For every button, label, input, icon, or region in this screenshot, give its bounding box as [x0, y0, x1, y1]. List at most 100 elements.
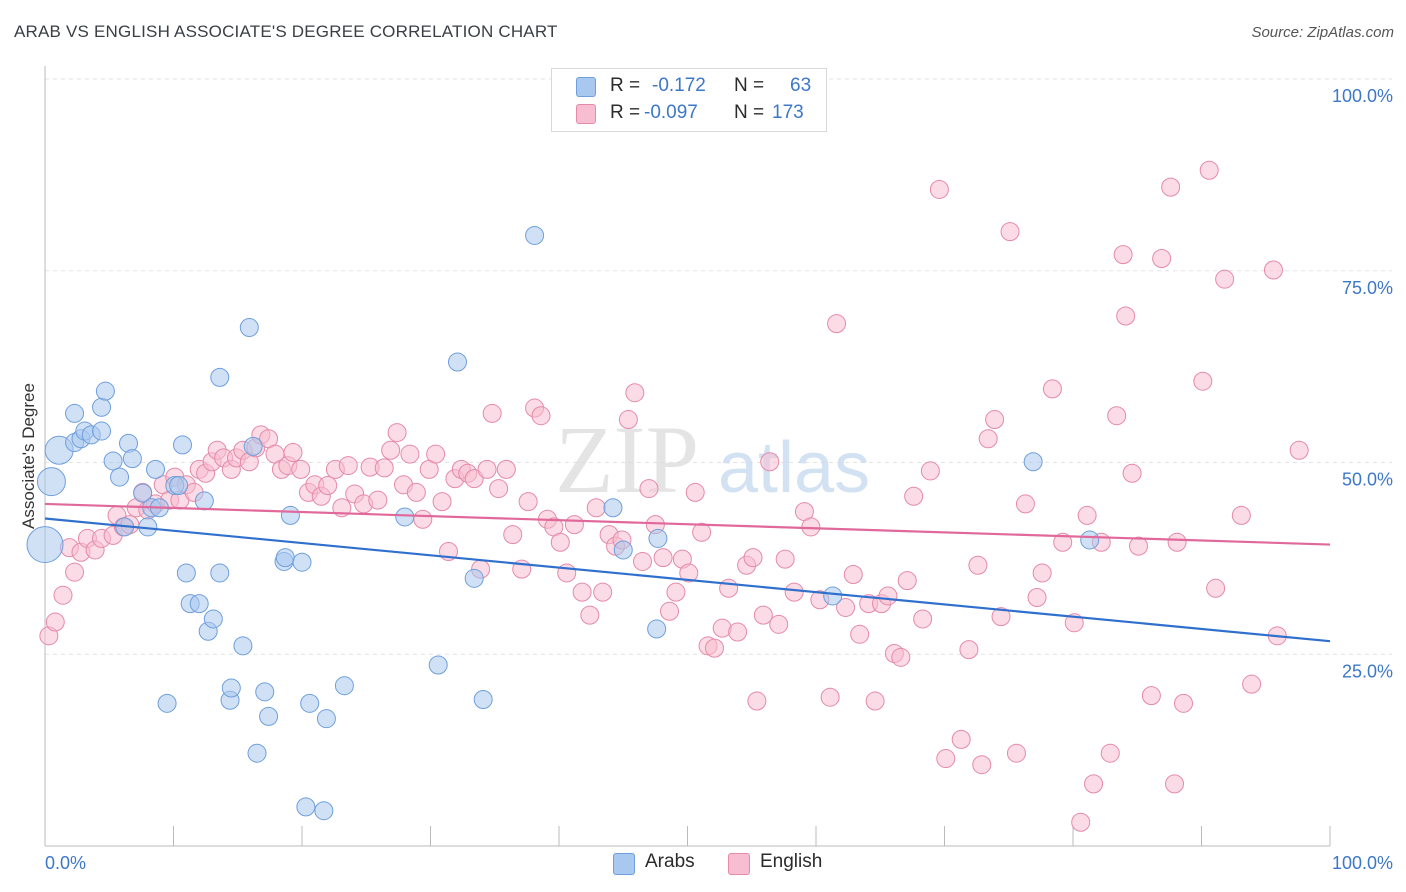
arab-point: [613, 540, 633, 560]
english-point: [477, 459, 497, 479]
english-point: [1161, 177, 1181, 197]
english-point: [1215, 269, 1235, 289]
english-point: [719, 578, 739, 598]
trendlines: [44, 502, 1331, 643]
arab-point: [194, 491, 214, 511]
arab-point: [603, 498, 623, 518]
arab-point: [92, 397, 112, 417]
legend-n-label: N =: [734, 102, 765, 123]
arab-point: [95, 381, 115, 401]
y-tick-label: 25.0%: [1342, 661, 1393, 681]
english-point: [985, 410, 1005, 430]
english-point: [1242, 674, 1262, 694]
arab-point: [648, 528, 668, 548]
arab-point: [1023, 452, 1043, 472]
english-point: [1006, 743, 1026, 763]
arab-point: [280, 505, 300, 525]
english-point: [381, 440, 401, 460]
english-point: [904, 486, 924, 506]
english-point: [968, 555, 988, 575]
english-point: [692, 522, 712, 542]
english-point: [65, 562, 85, 582]
english-point: [387, 423, 407, 443]
english-point: [666, 582, 686, 602]
english-point: [913, 609, 933, 629]
english-point: [482, 403, 502, 423]
english-point: [836, 597, 856, 617]
english-point: [1071, 812, 1091, 832]
axes: [44, 66, 1331, 847]
english-point: [827, 314, 847, 334]
legend-label-arabs: Arabs: [645, 851, 695, 872]
english-point: [679, 563, 699, 583]
arab-point: [172, 435, 192, 455]
arab-point: [316, 709, 336, 729]
english-point: [1084, 774, 1104, 794]
gridlines: [45, 78, 1392, 655]
legend-label-english: English: [760, 851, 823, 872]
arab-point: [314, 801, 334, 821]
english-point: [625, 383, 645, 403]
arab-point: [133, 483, 153, 503]
english-point: [1174, 693, 1194, 713]
english-point: [878, 586, 898, 606]
arab-point: [525, 225, 545, 245]
english-point: [929, 179, 949, 199]
arab-point: [259, 706, 279, 726]
english-point: [1077, 505, 1097, 525]
english-point: [959, 640, 979, 660]
arab-point: [464, 568, 484, 588]
english-point: [920, 461, 940, 481]
legend-n-value: 63: [790, 75, 812, 96]
english-point: [291, 459, 311, 479]
y-tick-label: 100.0%: [1332, 86, 1393, 106]
legend-n-value: 173: [772, 102, 804, 123]
english-point: [951, 729, 971, 749]
arab-point: [157, 693, 177, 713]
english-point: [775, 549, 795, 569]
english-point: [1122, 463, 1142, 483]
legend-swatch-arabs: [613, 853, 635, 875]
legend-swatch-english: [576, 104, 596, 124]
english-point: [639, 479, 659, 499]
english-point: [1107, 406, 1127, 426]
english-point: [586, 498, 606, 518]
arab-point: [275, 548, 295, 568]
english-point: [368, 490, 388, 510]
arab-point: [296, 797, 316, 817]
english-point: [820, 687, 840, 707]
english-point: [338, 456, 358, 476]
english-point: [432, 492, 452, 512]
english-point: [1015, 494, 1035, 514]
chart-title: ARAB VS ENGLISH ASSOCIATE'S DEGREE CORRE…: [14, 22, 558, 41]
english-point: [991, 607, 1011, 627]
arab-point: [169, 476, 189, 496]
english-point: [704, 638, 724, 658]
english-point: [1289, 440, 1309, 460]
arab-point: [428, 655, 448, 675]
english-point: [1199, 160, 1219, 180]
arab-point: [176, 563, 196, 583]
arab-point: [65, 403, 85, 423]
arab-point: [103, 451, 123, 471]
tick-labels: 25.0% 50.0% 75.0% 100.0% 0.0% 100.0%: [45, 86, 1393, 873]
y-tick-label: 75.0%: [1342, 278, 1393, 298]
arab-point: [473, 690, 493, 710]
y-axis-label: Associate's Degree: [19, 383, 38, 529]
arab-point: [239, 318, 259, 338]
english-point: [572, 582, 592, 602]
english-point: [1000, 222, 1020, 242]
english-point: [972, 755, 992, 775]
english-point: [747, 691, 767, 711]
arab-point: [189, 594, 209, 614]
arab-point: [1080, 530, 1100, 550]
english-point: [1129, 536, 1149, 556]
english-point: [1053, 532, 1073, 552]
english-point: [580, 605, 600, 625]
legend-r-label: R =: [610, 102, 641, 123]
x-tick-label: 100.0%: [1332, 853, 1393, 873]
y-tick-label: 50.0%: [1342, 470, 1393, 490]
arab-points: [26, 225, 1100, 821]
english-point: [464, 469, 484, 489]
